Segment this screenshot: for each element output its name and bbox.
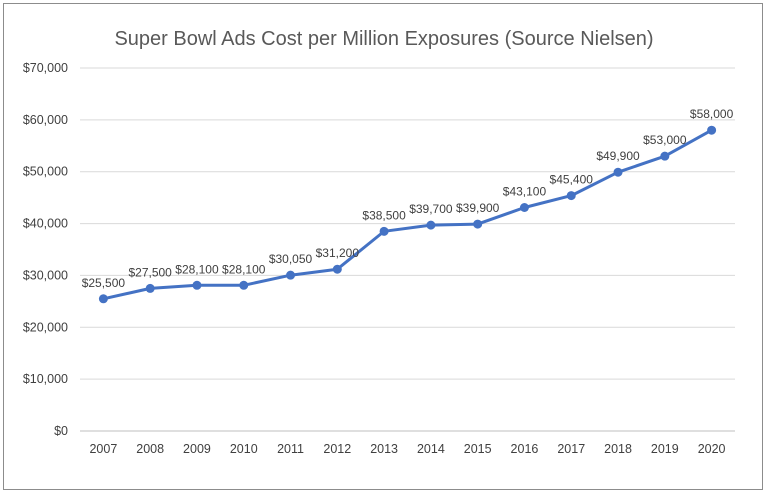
x-tick-label: 2010 — [230, 442, 258, 456]
x-tick-label: 2020 — [698, 442, 726, 456]
data-point — [286, 271, 295, 280]
y-tick-label: $60,000 — [23, 113, 68, 127]
data-label: $30,050 — [269, 252, 313, 266]
data-point — [239, 281, 248, 290]
x-tick-label: 2014 — [417, 442, 445, 456]
data-point — [707, 126, 716, 135]
x-tick-label: 2009 — [183, 442, 211, 456]
gridlines — [80, 68, 735, 431]
chart-title: Super Bowl Ads Cost per Million Exposure… — [114, 28, 653, 50]
y-tick-label: $30,000 — [23, 268, 68, 282]
data-label: $39,900 — [456, 201, 500, 215]
data-label: $31,200 — [316, 246, 360, 260]
data-label: $27,500 — [128, 265, 172, 279]
data-label: $28,100 — [175, 262, 219, 276]
data-label: $49,900 — [596, 149, 640, 163]
x-tick-label: 2013 — [370, 442, 398, 456]
data-label: $53,000 — [643, 133, 687, 147]
data-point — [520, 203, 529, 212]
data-label: $43,100 — [503, 184, 547, 198]
line-chart: Super Bowl Ads Cost per Million Exposure… — [0, 0, 768, 495]
data-label: $39,700 — [409, 202, 453, 216]
x-tick-label: 2007 — [89, 442, 117, 456]
y-tick-label: $70,000 — [23, 61, 68, 75]
y-tick-label: $40,000 — [23, 217, 68, 231]
data-point — [660, 152, 669, 161]
y-axis-ticks: $0 $10,000 $20,000 $30,000 $40,000 $50,000 $60… — [23, 61, 68, 438]
data-point — [333, 265, 342, 274]
y-tick-label: $20,000 — [23, 320, 68, 334]
data-label: $58,000 — [690, 107, 734, 121]
data-label: $45,400 — [550, 173, 594, 187]
x-tick-label: 2011 — [277, 442, 304, 456]
data-point — [567, 191, 576, 200]
data-labels: $25,500$27,500 $28,100 $28,100$30,050 $31,2… — [82, 107, 734, 290]
x-tick-label: 2019 — [651, 442, 679, 456]
x-tick-label: 2018 — [604, 442, 632, 456]
x-tick-label: 2016 — [511, 442, 539, 456]
data-label: $38,500 — [362, 208, 406, 222]
data-point — [426, 221, 435, 230]
y-tick-label: $10,000 — [23, 372, 68, 386]
data-point — [99, 294, 108, 303]
data-point — [380, 227, 389, 236]
x-tick-label: 2015 — [464, 442, 492, 456]
data-label: $25,500 — [82, 276, 126, 290]
data-point — [614, 168, 623, 177]
x-tick-label: 2017 — [557, 442, 585, 456]
data-label: $28,100 — [222, 262, 266, 276]
data-point — [192, 281, 201, 290]
y-tick-label: $0 — [54, 424, 68, 438]
x-tick-label: 2012 — [323, 442, 351, 456]
y-tick-label: $50,000 — [23, 165, 68, 179]
x-axis-ticks: 2007 2008 2009 2010 2011 2012 2013 2014 2015 2016… — [89, 442, 725, 456]
data-point — [473, 220, 482, 229]
x-tick-label: 2008 — [136, 442, 164, 456]
data-point — [146, 284, 155, 293]
